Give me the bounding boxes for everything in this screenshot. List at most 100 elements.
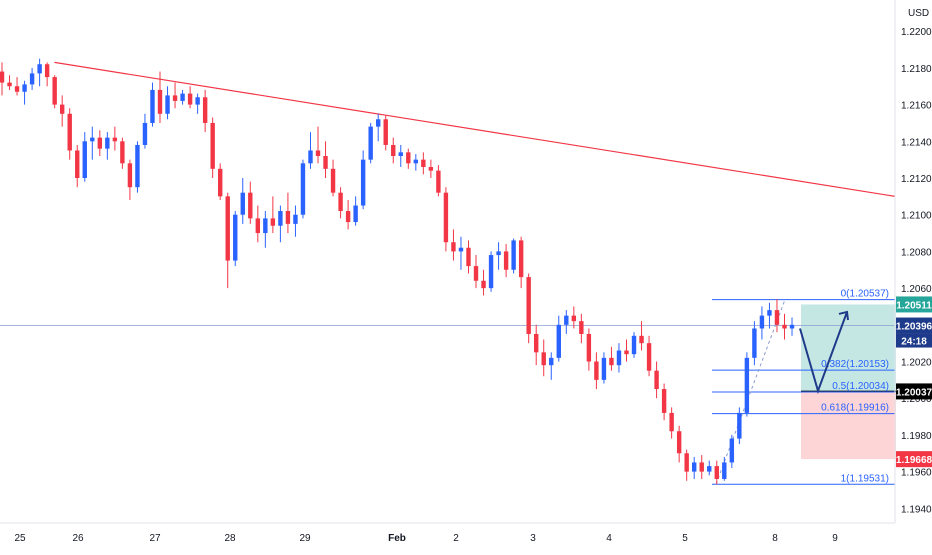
candle-body [37, 64, 42, 74]
countdown-text: 24:18 [901, 337, 927, 348]
price-tag-text: 1.19668 [896, 455, 932, 466]
candle-body [345, 211, 351, 223]
candle-body [413, 159, 419, 164]
candle-body [315, 150, 321, 156]
resistance-trendline [54, 61, 896, 197]
fib-trend-line [715, 299, 786, 485]
candle-body [744, 357, 750, 413]
candle-body [624, 350, 629, 355]
candles [0, 58, 795, 485]
time-tick-label: 8 [772, 533, 778, 544]
candle-body [368, 126, 373, 160]
candle-body [233, 214, 238, 261]
candle-body [82, 141, 87, 179]
candle-body [142, 122, 148, 145]
candle-body [707, 466, 712, 472]
candle-body [518, 240, 524, 278]
candle-body [360, 159, 366, 206]
candle-body [699, 462, 704, 472]
candle-body [157, 89, 163, 114]
currency-label: USD [908, 8, 929, 19]
axes: USD [0, 0, 929, 524]
time-axis[interactable]: 25 26 27 28 29 Feb 2 3 4 5 8 9 [14, 533, 838, 544]
candle-body [270, 218, 276, 226]
candle-body [240, 192, 245, 215]
time-tick-label: 4 [606, 533, 612, 544]
candle-body [0, 71, 5, 83]
price-tick-label: 1.21000 [901, 211, 932, 222]
price-tick-label: 1.22000 [901, 27, 932, 38]
price-tag-text: 1.20511 [896, 300, 932, 311]
fib-level-label: 0.382(1.20153) [821, 359, 889, 370]
candle-body [112, 137, 118, 142]
candle-body [383, 119, 388, 145]
candle-body [774, 310, 780, 325]
projection-path[interactable] [799, 310, 849, 395]
candle-body [729, 438, 735, 463]
price-tick-label: 1.19400 [901, 504, 932, 515]
price-tags: 1.20511 1.20396 24:18 1.20037 1.19668 [896, 296, 932, 468]
candle-body [782, 324, 787, 329]
price-tag-text: 1.20037 [896, 387, 932, 398]
price-tick-label: 1.21800 [901, 64, 932, 75]
candle-body [44, 64, 50, 78]
fib-level-label: 1(1.19531) [841, 473, 889, 484]
trendline-layer[interactable] [54, 61, 896, 197]
candle-body [330, 168, 336, 193]
candle-body [579, 321, 584, 334]
price-tick-label: 1.21600 [901, 101, 932, 112]
candle-body [67, 113, 72, 151]
candle-body [195, 97, 200, 105]
candle-body [105, 137, 110, 149]
candle-body [714, 466, 719, 479]
candle-body [75, 150, 80, 179]
candle-body [549, 357, 554, 366]
candle-body [534, 333, 539, 353]
candle-body [7, 82, 12, 87]
candle-body [187, 93, 193, 105]
candle-body [631, 335, 637, 355]
candle-body [255, 218, 261, 234]
candle-body [767, 310, 772, 316]
projection-line [799, 311, 848, 395]
candle-body [601, 357, 607, 380]
candle-body [202, 97, 208, 123]
candle-body [654, 370, 659, 390]
candle-body [263, 218, 268, 234]
price-tag-box [896, 296, 932, 313]
candle-body [428, 166, 434, 171]
price-tick-label: 1.20200 [901, 358, 932, 369]
time-tick-label: 26 [72, 533, 84, 544]
candle-body [541, 352, 546, 366]
candle-body [661, 389, 667, 413]
candle-body [451, 242, 456, 252]
price-axis[interactable]: 1.22000 1.21800 1.21600 1.21400 1.21200 1.210… [901, 27, 932, 515]
candle-body [406, 152, 411, 164]
candle-body [676, 431, 682, 454]
candle-body [556, 324, 561, 358]
candle-body [308, 150, 313, 164]
candle-body [564, 315, 569, 325]
fibonacci-retracement[interactable]: 0(1.20537) 0.382(1.20153) 0.5(1.20034) 0.61… [712, 289, 895, 485]
candle-body [511, 240, 516, 270]
fib-level-label: 0(1.20537) [841, 289, 889, 300]
candle-body [59, 104, 65, 114]
candle-body [248, 192, 253, 219]
time-tick-label: 3 [530, 533, 536, 544]
candle-body [692, 462, 697, 472]
price-tick-label: 1.19600 [901, 468, 932, 479]
candle-body [616, 350, 622, 366]
candle-body [225, 196, 230, 261]
candle-body [488, 255, 494, 289]
candle-body [293, 214, 298, 224]
candle-body [135, 144, 140, 188]
candle-body [722, 462, 727, 479]
price-tick-label: 1.21400 [901, 137, 932, 148]
time-tick-label: 2 [453, 533, 459, 544]
candle-body [646, 343, 652, 371]
candle-body [22, 84, 27, 92]
candle-body [789, 324, 795, 329]
time-tick-label: 28 [224, 533, 236, 544]
